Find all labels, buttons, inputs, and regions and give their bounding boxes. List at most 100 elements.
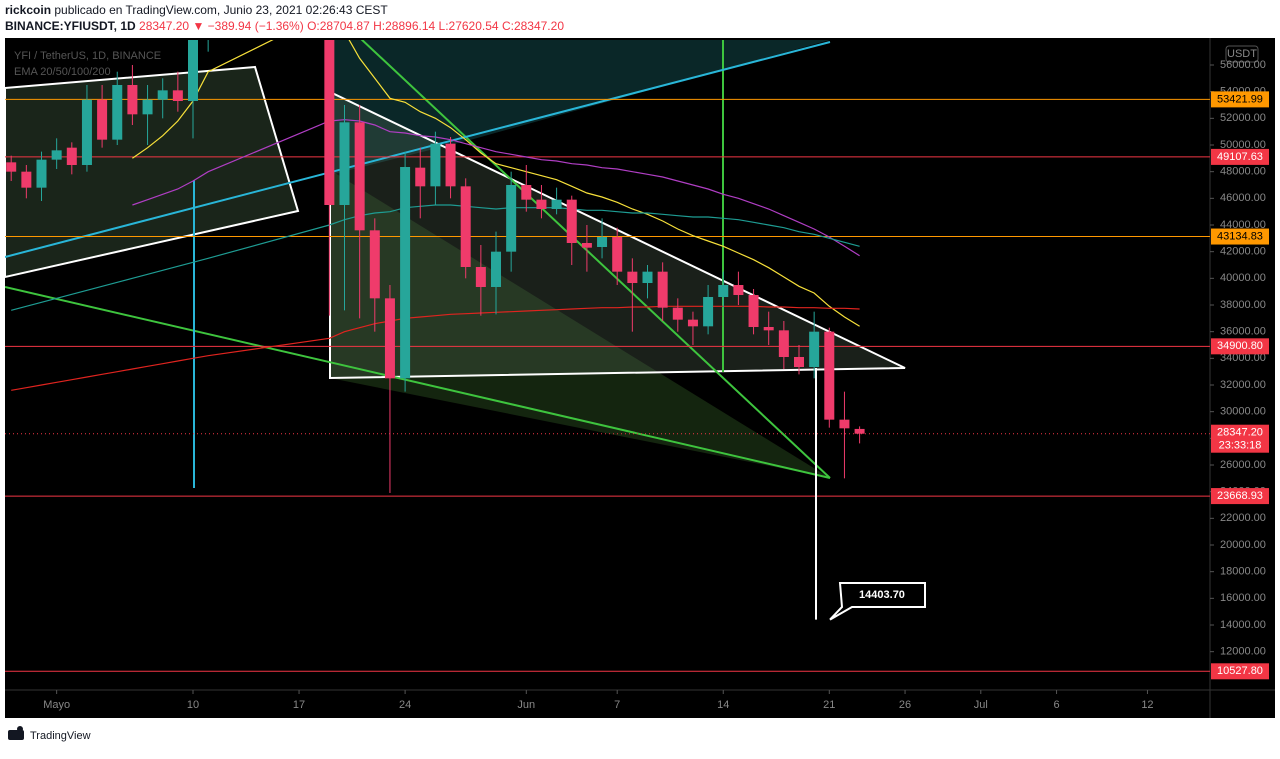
candle-body <box>794 357 804 367</box>
y-tick-label: 40000.00 <box>1220 272 1266 284</box>
price-level-tag <box>1211 663 1269 680</box>
y-tick-label: 30000.00 <box>1220 406 1266 418</box>
y-tick-label: 14000.00 <box>1220 619 1266 631</box>
candle-body <box>6 162 17 172</box>
trendline <box>5 41 831 258</box>
trendline <box>5 286 831 479</box>
currency: USDT <box>1227 48 1257 60</box>
candle-body <box>536 199 547 209</box>
candle-body <box>475 267 486 287</box>
y-tick-label: 22000.00 <box>1220 512 1266 524</box>
x-tick-label: Mayo <box>43 699 70 711</box>
y-tick-label: 26000.00 <box>1220 459 1266 471</box>
candle-body <box>763 327 774 331</box>
candle-body <box>400 167 411 379</box>
candle-body <box>597 237 608 247</box>
x-tick-label: 6 <box>1053 699 1059 711</box>
candle-body <box>566 199 577 243</box>
y-tick-label: 38000.00 <box>1220 299 1266 311</box>
wedge-fill <box>330 170 830 478</box>
price-level-label: 43134.83 <box>1217 230 1263 242</box>
candle-body <box>521 185 532 200</box>
candle-body <box>384 298 395 379</box>
candle-body <box>354 122 365 231</box>
countdown: 23:33:18 <box>1219 440 1262 452</box>
price-level-tag <box>1211 228 1269 245</box>
published: publicado en TradingView.com, Junio 23, … <box>54 3 388 17</box>
price-level-tag <box>1211 488 1269 505</box>
candle-body <box>627 271 638 283</box>
price-level-label: 10527.80 <box>1217 665 1263 677</box>
candle-body <box>839 419 850 429</box>
candle-body <box>506 185 517 252</box>
candle-body <box>66 147 77 165</box>
candle-body <box>672 307 683 320</box>
trendline <box>360 40 831 479</box>
footer: TradingView <box>30 730 91 742</box>
close: C:28347.20 <box>502 19 564 33</box>
y-tick-label: 12000.00 <box>1220 646 1266 658</box>
candle-body <box>430 143 441 187</box>
candle-body <box>339 122 350 205</box>
candle-body <box>733 285 744 295</box>
y-tick-label: 44000.00 <box>1220 219 1266 231</box>
candle-body <box>491 251 501 287</box>
candle-body <box>21 171 32 188</box>
candle-body <box>188 40 198 102</box>
candle-body <box>551 199 562 209</box>
x-tick-label: 26 <box>899 699 911 711</box>
y-tick-label: 16000.00 <box>1220 592 1266 604</box>
candle-body <box>642 271 653 283</box>
author: rickcoin <box>5 3 51 17</box>
price-level-label: 34900.80 <box>1217 340 1263 352</box>
plot <box>5 40 1210 672</box>
candle-body <box>445 143 456 187</box>
target-label: 14403.70 <box>859 589 905 601</box>
x-tick-label: 7 <box>614 699 620 711</box>
y-tick-label: 52000.00 <box>1220 112 1266 124</box>
currency-box <box>1225 45 1259 63</box>
y-tick-label: 32000.00 <box>1220 379 1266 391</box>
x-tick-label: 17 <box>293 699 305 711</box>
last-price-label: 28347.20 <box>1217 427 1263 439</box>
candle-body <box>97 99 108 140</box>
candle-body <box>36 159 47 188</box>
price-level-tag <box>1211 91 1269 108</box>
candle-body <box>657 271 668 308</box>
y-tick-label: 20000.00 <box>1220 539 1266 551</box>
price-level-tag <box>1211 338 1269 355</box>
y-tick-label: 46000.00 <box>1220 192 1266 204</box>
candle-body <box>369 230 380 299</box>
box <box>5 65 300 279</box>
low: L:27620.54 <box>439 19 499 33</box>
legend-title: YFI / TetherUS, 1D, BINANCE <box>14 50 161 62</box>
price-level-label: 23668.93 <box>1217 490 1263 502</box>
x-tick-label: Jul <box>974 699 988 711</box>
y-tick-label: 48000.00 <box>1220 166 1266 178</box>
candle-body <box>157 90 168 100</box>
candle-body <box>127 85 138 115</box>
candle-body <box>612 237 623 272</box>
x-tick-label: 21 <box>823 699 835 711</box>
x-tick-label: 14 <box>717 699 729 711</box>
candle-body <box>703 297 714 327</box>
candle-body <box>718 285 729 297</box>
candle-body <box>581 243 592 248</box>
indicator-label: EMA 20/50/100/200 <box>14 66 111 78</box>
price-level-label: 53421.99 <box>1217 93 1263 105</box>
chart-area <box>5 38 1275 718</box>
price-level-label: 49107.63 <box>1217 151 1263 163</box>
candle-body <box>460 186 471 267</box>
x-tick-label: 12 <box>1141 699 1153 711</box>
candle-body <box>748 295 759 327</box>
header-line-1: rickcoin publicado en TradingView.com, J… <box>5 3 388 17</box>
candle-body <box>824 331 835 420</box>
ema-line <box>11 305 860 391</box>
ema-line <box>11 204 860 311</box>
last-price-tag <box>1211 424 1269 453</box>
candle-body <box>687 319 698 327</box>
x-tick-label: 24 <box>399 699 411 711</box>
y-tick-label: 50000.00 <box>1220 139 1266 151</box>
candle-body <box>809 331 820 367</box>
